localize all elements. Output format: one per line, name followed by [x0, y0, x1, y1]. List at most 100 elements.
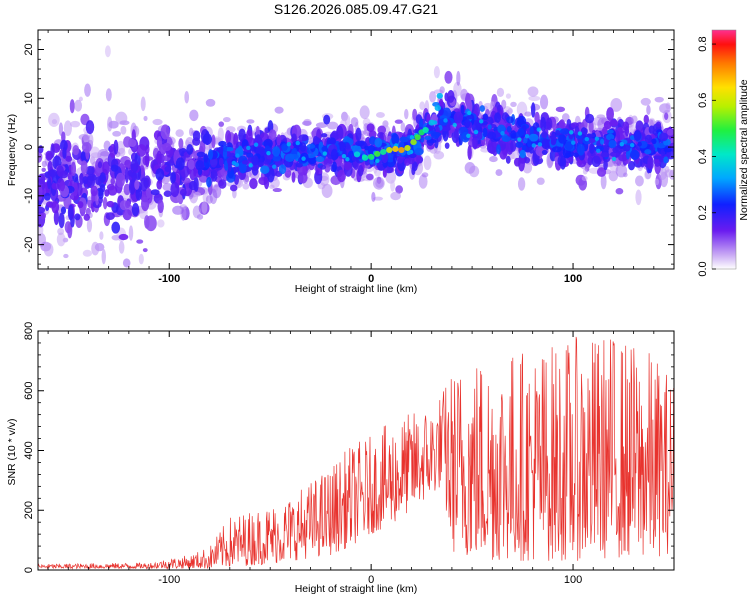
colorbar-tick-label: 0.2 [697, 205, 709, 220]
heatmap-cell [257, 161, 264, 167]
heatmap-cell [253, 142, 259, 147]
heatmap-cell [175, 129, 184, 138]
heatmap-cell [345, 142, 351, 150]
heatmap-cell [600, 138, 605, 145]
heatmap-cell [527, 86, 539, 97]
heatmap-cell [541, 149, 548, 156]
heatmap-cell [111, 221, 121, 234]
heatmap-cell [140, 177, 148, 192]
heatmap-cell [155, 168, 165, 181]
heatmap-cell [45, 150, 53, 161]
heatmap-cell [38, 185, 43, 201]
heatmap-cell [591, 155, 601, 168]
heatmap-cell [351, 155, 357, 162]
heatmap-cell [144, 151, 150, 168]
heatmap-cell [519, 149, 526, 159]
heatmap-cell [186, 144, 194, 155]
heatmap-cell [268, 129, 277, 142]
heatmap-cell [659, 132, 669, 142]
heatmap-cell [106, 200, 115, 208]
heatmap-cell [62, 146, 67, 159]
heatmap-cell [345, 157, 350, 162]
heatmap-cell [596, 167, 607, 177]
y-tick-label: 0 [23, 567, 35, 573]
heatmap-cell [555, 106, 566, 113]
heatmap-cell [89, 146, 101, 161]
heatmap-cell [227, 181, 233, 187]
heatmap-cell [390, 179, 395, 192]
heatmap-cell [432, 132, 442, 137]
heatmap-cell [99, 231, 104, 240]
heatmap-cell [295, 140, 300, 146]
heatmap-cell [122, 209, 132, 221]
heatmap-cell [399, 136, 410, 143]
heatmap-cell [517, 128, 525, 137]
heatmap-cell [162, 182, 173, 192]
heatmap-cell [647, 156, 654, 170]
heatmap-cell [577, 131, 583, 136]
heatmap-cell [72, 182, 78, 197]
heatmap-cell [606, 129, 614, 134]
heatmap-cell [188, 180, 198, 191]
heatmap-cell [447, 90, 455, 103]
heatmap-cell [56, 232, 66, 247]
heatmap-cell [263, 138, 273, 149]
heatmap-cell [344, 114, 351, 127]
heatmap-cell [609, 151, 620, 158]
heatmap-cell [172, 205, 184, 215]
heatmap-cell [355, 140, 365, 147]
heatmap-cell [500, 131, 505, 136]
heatmap-cell [637, 141, 642, 147]
heatmap-cell [505, 155, 511, 164]
heatmap-cell [74, 213, 81, 221]
heatmap-cell [382, 168, 387, 178]
heatmap-cell [246, 119, 255, 124]
heatmap-cell [380, 148, 387, 155]
heatmap-cell [491, 141, 498, 157]
heatmap-cell [495, 169, 503, 177]
heatmap-cell [291, 133, 297, 144]
heatmap-cell [398, 146, 405, 153]
heatmap-cell [41, 160, 47, 168]
heatmap-cell [41, 167, 46, 172]
heatmap-cell [577, 143, 585, 156]
y-tick-label: 10 [23, 92, 35, 104]
heatmap-cell [272, 164, 277, 169]
heatmap-cell [136, 144, 147, 157]
heatmap-cell [171, 171, 177, 183]
heatmap-cell [251, 155, 259, 166]
heatmap-cell [123, 183, 131, 196]
heatmap-cell [359, 105, 370, 120]
heatmap-cell [67, 204, 74, 221]
heatmap-cell [70, 161, 77, 177]
heatmap-cell [249, 178, 258, 190]
heatmap-cell [600, 152, 610, 158]
heatmap-cell [101, 249, 106, 265]
heatmap-cell [80, 160, 88, 175]
heatmap-cell [59, 180, 66, 192]
heatmap-cell [528, 146, 535, 154]
heatmap-cell [528, 133, 539, 142]
colorbar: 0.0 0.2 0.4 0.6 0.8 Normalized spectral ampl… [697, 29, 750, 277]
heatmap-cell [98, 188, 104, 200]
heatmap-cell [99, 172, 106, 183]
heatmap-cell [559, 155, 567, 170]
x-tick-label: 100 [564, 273, 582, 285]
heatmap-cell [428, 119, 435, 126]
heatmap-cell [551, 146, 562, 153]
heatmap-cell [131, 202, 140, 217]
heatmap-cell [422, 126, 429, 133]
heatmap-cell [629, 149, 640, 160]
heatmap-cell [408, 153, 417, 159]
heatmap-cell [291, 171, 296, 183]
heatmap-cell [82, 249, 93, 257]
heatmap-cell [651, 138, 657, 145]
heatmap-cell [501, 135, 511, 143]
heatmap-cell [332, 161, 337, 173]
heatmap-cell [561, 113, 570, 122]
heatmap-cell [330, 148, 338, 161]
heatmap-cell [468, 165, 480, 178]
heatmap-cell [489, 156, 498, 163]
heatmap-cell [629, 135, 635, 141]
heatmap-cell [466, 133, 471, 138]
